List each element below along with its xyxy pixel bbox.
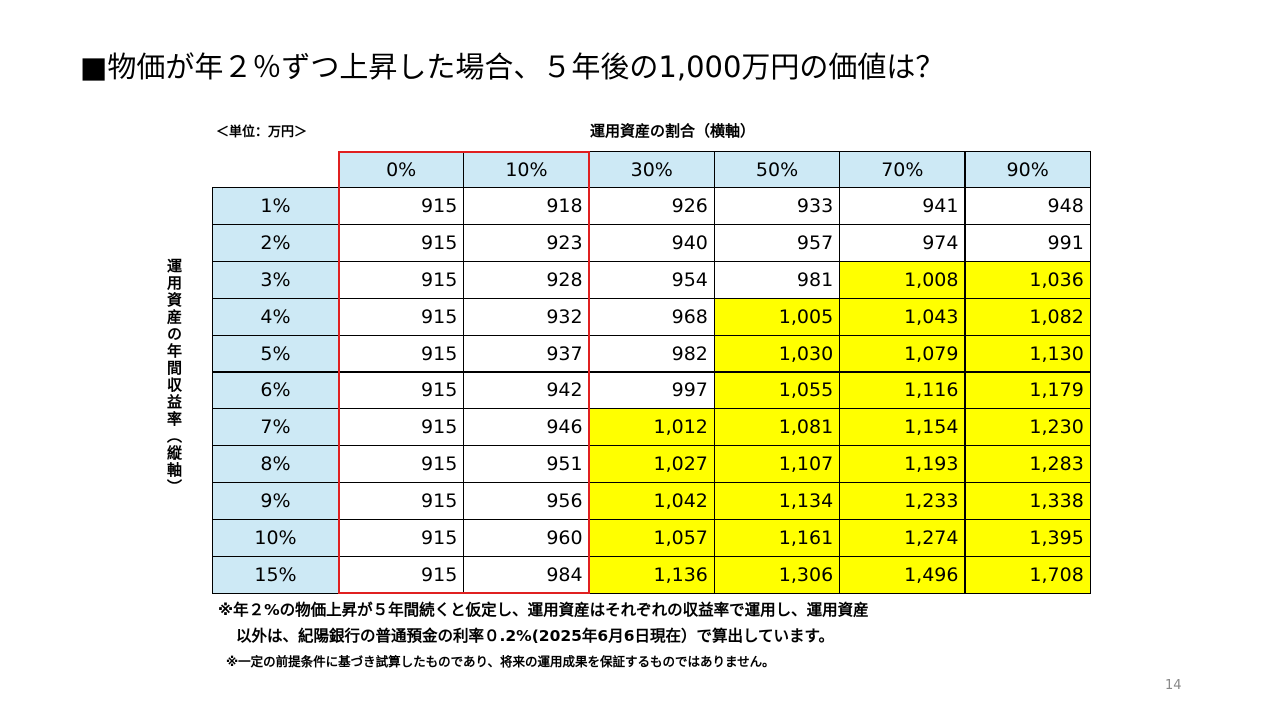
- table-cell: 1,130: [964, 334, 1091, 373]
- table-cell: 960: [463, 519, 590, 557]
- table-cell: 915: [338, 519, 465, 557]
- table-cell: 982: [588, 334, 715, 373]
- page-number: 14: [1165, 678, 1182, 693]
- table-cell: 956: [463, 482, 590, 521]
- table-cell: 1,079: [839, 334, 966, 373]
- table-cell: 991: [964, 223, 1091, 262]
- table-cell: 1,154: [839, 408, 966, 447]
- table-cell: 915: [338, 482, 465, 521]
- row-header: 3%: [212, 260, 339, 299]
- table-cell: 1,012: [588, 408, 715, 447]
- table-cell: 1,027: [588, 445, 715, 484]
- table-cell: 957: [713, 223, 841, 262]
- table-cell: 941: [839, 187, 966, 225]
- table-cell: 915: [338, 408, 465, 447]
- column-axis-label: 運用資産の割合（横軸）: [590, 122, 756, 140]
- row-header: 1%: [212, 187, 339, 225]
- table-cell: 937: [463, 334, 590, 373]
- column-header: 90%: [964, 151, 1091, 188]
- title: ■物価が年２％ずつ上昇した場合、５年後の1,000万円の価値は？: [80, 50, 945, 84]
- column-header: 70%: [839, 151, 966, 188]
- table-cell: 1,274: [839, 519, 966, 557]
- table-cell: 915: [338, 334, 465, 373]
- table-cell: 1,055: [713, 371, 841, 410]
- table-cell: 933: [713, 187, 841, 225]
- table-cell: 915: [338, 223, 465, 262]
- table-cell: 915: [338, 445, 465, 484]
- table-cell: 915: [338, 260, 465, 299]
- table-cell: 974: [839, 223, 966, 262]
- table-cell: 1,082: [964, 297, 1091, 336]
- table-cell: 1,030: [713, 334, 841, 373]
- table-cell: 968: [588, 297, 715, 336]
- table-cell: 1,283: [964, 445, 1091, 484]
- table-cell: 915: [338, 371, 465, 410]
- table-cell: 1,042: [588, 482, 715, 521]
- note: ※一定の前提条件に基づき試算したものであり、将来の運用成果を保証するものではあり…: [226, 654, 775, 669]
- table-cell: 915: [338, 297, 465, 336]
- table-cell: 1,193: [839, 445, 966, 484]
- table-cell: 928: [463, 260, 590, 299]
- table-cell: 915: [338, 556, 465, 594]
- table-cell: 946: [463, 408, 590, 447]
- table-cell: 1,708: [964, 556, 1091, 594]
- table-cell: 1,036: [964, 260, 1091, 299]
- row-header: 6%: [212, 371, 339, 410]
- table-cell: 984: [463, 556, 590, 594]
- table-cell: 981: [713, 260, 841, 299]
- column-header: 50%: [713, 151, 841, 188]
- table-cell: 1,161: [713, 519, 841, 557]
- table-cell: 1,230: [964, 408, 1091, 447]
- table-cell: 1,057: [588, 519, 715, 557]
- table-cell: 1,136: [588, 556, 715, 594]
- table-cell: 1,043: [839, 297, 966, 336]
- table-cell: 1,116: [839, 371, 966, 410]
- table-cell: 915: [338, 187, 465, 225]
- row-header: 5%: [212, 334, 339, 373]
- table-cell: 1,233: [839, 482, 966, 521]
- table-cell: 997: [588, 371, 715, 410]
- row-header: 4%: [212, 297, 339, 336]
- table-cell: 942: [463, 371, 590, 410]
- table-cell: 1,338: [964, 482, 1091, 521]
- row-header: 9%: [212, 482, 339, 521]
- table-cell: 932: [463, 297, 590, 336]
- row-header: 8%: [212, 445, 339, 484]
- table-cell: 1,081: [713, 408, 841, 447]
- row-header: 7%: [212, 408, 339, 447]
- table-cell: 954: [588, 260, 715, 299]
- note: 以外は、紀陽銀行の普通預金の利率０.2%(2025年6月6日現在）で算出していま…: [236, 627, 834, 645]
- column-header: 0%: [338, 151, 465, 188]
- table-cell: 1,005: [713, 297, 841, 336]
- table-cell: 1,134: [713, 482, 841, 521]
- table-cell: 926: [588, 187, 715, 225]
- table-cell: 940: [588, 223, 715, 262]
- table-cell: 948: [964, 187, 1091, 225]
- table-cell: 1,306: [713, 556, 841, 594]
- table-cell: 1,496: [839, 556, 966, 594]
- row-header: 2%: [212, 223, 339, 262]
- table-cell: 1,107: [713, 445, 841, 484]
- column-header: 10%: [463, 151, 590, 188]
- table-cell: 1,395: [964, 519, 1091, 557]
- row-header: 10%: [212, 519, 339, 557]
- table-cell: 923: [463, 223, 590, 262]
- column-header: 30%: [588, 151, 715, 188]
- table-cell: 1,008: [839, 260, 966, 299]
- table-cell: 1,179: [964, 371, 1091, 410]
- table-cell: 951: [463, 445, 590, 484]
- row-axis-label: 運用資産の年間収益率（縦軸）: [165, 258, 183, 496]
- unit-note: ＜単位：万円＞: [216, 125, 308, 140]
- note: ※年２%の物価上昇が５年間続くと仮定し、運用資産はそれぞれの収益率で運用し、運用…: [218, 601, 869, 619]
- row-header: 15%: [212, 556, 339, 594]
- table-cell: 918: [463, 187, 590, 225]
